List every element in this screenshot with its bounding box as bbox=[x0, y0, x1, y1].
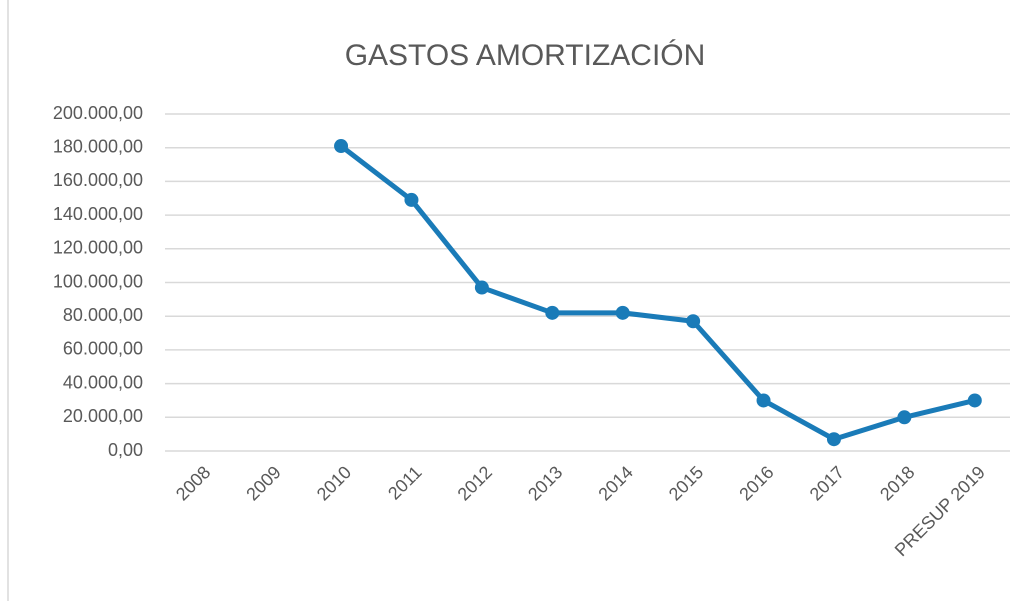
point-marker bbox=[897, 410, 912, 425]
point-marker bbox=[334, 139, 349, 154]
series-line bbox=[339, 144, 976, 442]
y-tick-label: 120.000,00 bbox=[53, 238, 143, 258]
y-tick-label: 0,00 bbox=[108, 440, 143, 460]
chart-title: GASTOS AMORTIZACIÓN bbox=[345, 39, 706, 72]
y-tick-label: 200.000,00 bbox=[53, 103, 143, 123]
y-tick-label: 40.000,00 bbox=[63, 372, 143, 392]
y-tick-label: 160.000,00 bbox=[53, 170, 143, 190]
y-tick-label: 180.000,00 bbox=[53, 136, 143, 156]
y-tick-label: 20.000,00 bbox=[63, 406, 143, 426]
point-marker bbox=[686, 314, 701, 329]
y-tick-label: 100.000,00 bbox=[53, 271, 143, 291]
point-marker bbox=[545, 305, 560, 320]
y-tick-label: 60.000,00 bbox=[63, 339, 143, 359]
point-marker bbox=[474, 280, 489, 295]
point-marker bbox=[404, 192, 419, 207]
point-marker bbox=[615, 305, 630, 320]
point-marker bbox=[967, 393, 982, 408]
point-marker bbox=[826, 432, 841, 447]
point-marker bbox=[756, 393, 771, 408]
y-tick-label: 80.000,00 bbox=[63, 305, 143, 325]
y-tick-label: 140.000,00 bbox=[53, 204, 143, 224]
